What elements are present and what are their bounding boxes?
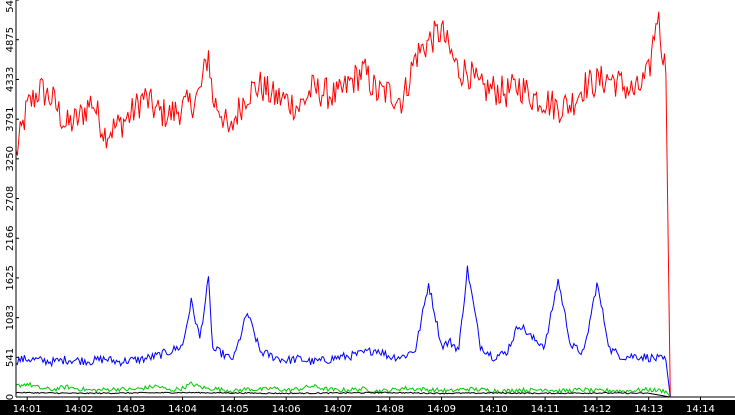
y-tick-label: 3250 [5, 146, 16, 171]
y-tick-label: 1083 [5, 305, 16, 330]
series-line-1 [15, 11, 671, 398]
x-tick-label: 14:09 [427, 404, 456, 415]
y-tick-label: 1625 [5, 265, 16, 290]
x-tick-label: 14:03 [116, 404, 145, 415]
x-tick-label: 14:05 [220, 404, 249, 415]
x-axis: 14:01 14:02 14:03 14:04 14:05 14:06 14:07 14:08… [0, 396, 735, 415]
series-line-2 [15, 265, 671, 398]
y-tick-label: 3791 [5, 106, 16, 131]
y-tick-label: 2708 [5, 186, 16, 211]
x-tick-label: 14:07 [324, 404, 353, 415]
series-line-3 [15, 381, 671, 398]
y-tick-label: 4333 [5, 67, 16, 92]
x-tick-label: 14:08 [375, 404, 404, 415]
y-tick-label: 0 [5, 394, 16, 400]
time-axis-bar [0, 400, 735, 415]
x-tick-label: 14:01 [13, 404, 42, 415]
y-axis: 0 541 1083 1625 2166 2708 3250 3791 4333 4875 5417 [5, 0, 19, 400]
x-tick-label: 14:10 [479, 404, 508, 415]
x-tick-label: 14:06 [272, 404, 301, 415]
x-tick-label: 14:12 [582, 404, 611, 415]
series-line-4 [15, 391, 671, 398]
x-tick-label: 14:13 [634, 404, 663, 415]
x-tick-label: 14:04 [168, 404, 197, 415]
y-tick-label: 4875 [5, 27, 16, 52]
x-tick-label: 14:11 [531, 404, 560, 415]
y-tick-label: 5417 [5, 0, 16, 13]
x-tick-label: 14:14 [686, 404, 715, 415]
y-tick-label: 541 [5, 348, 16, 367]
plot-area [15, 11, 671, 398]
y-tick-label: 2166 [5, 226, 16, 251]
x-tick-label: 14:02 [65, 404, 94, 415]
